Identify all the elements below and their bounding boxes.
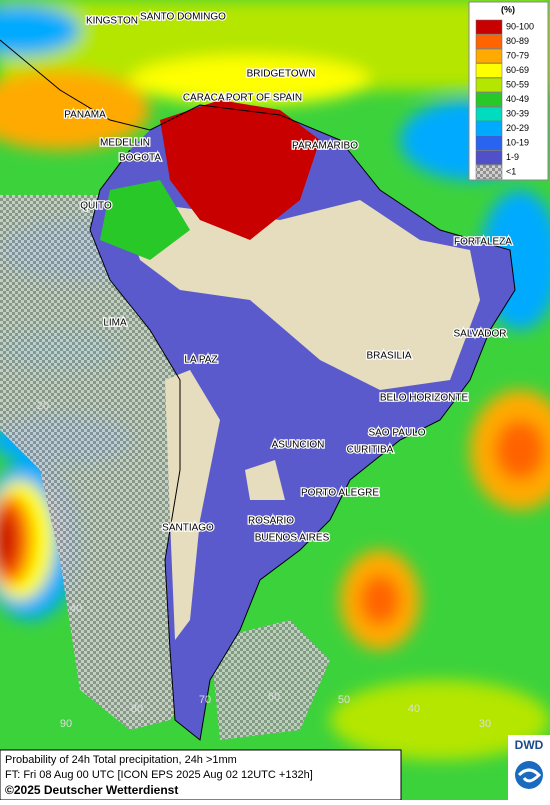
city: MEDELLIN	[100, 138, 150, 149]
city: BOGOTA	[119, 153, 161, 164]
wet-area	[160, 100, 320, 240]
longitude-label: 90	[60, 718, 72, 730]
footer: Probability of 24h Total precipitation, …	[0, 749, 402, 801]
latitude-label: 20	[37, 400, 49, 412]
dry-area	[120, 200, 480, 390]
city: SANTO DOMINGO	[140, 12, 226, 23]
city: PORTO ALEGRE	[301, 488, 379, 499]
city: KINGSTON	[86, 16, 138, 27]
city: CARACAS	[183, 93, 232, 104]
city: BUENOS AIRES	[255, 533, 330, 544]
longitude-label: 30	[479, 718, 491, 730]
legend: (%) 90-100 80-89 70-79 60-69 50-59 40-49 30-39…	[468, 1, 549, 181]
city: BELO HORIZONTE	[380, 393, 469, 404]
legend-swatch	[475, 19, 503, 35]
legend-swatch	[475, 92, 503, 107]
legend-swatch	[475, 48, 503, 64]
legend-label: 1-9	[506, 152, 519, 162]
coastlines	[0, 39, 516, 741]
legend-swatch	[475, 164, 503, 180]
legend-label: 70-79	[506, 50, 529, 60]
legend-title: (%)	[501, 4, 515, 14]
logo-emblem	[515, 761, 543, 789]
legend-swatch	[475, 63, 503, 78]
legend-swatch	[475, 135, 503, 151]
city: LIMA	[103, 318, 127, 329]
legend-label: 30-39	[506, 108, 529, 118]
legend-label: 90-100	[506, 21, 534, 31]
logo-text: DWD	[515, 738, 544, 752]
footer-line: Probability of 24h Total precipitation, …	[5, 754, 237, 766]
city: PORT OF SPAIN	[226, 93, 302, 104]
city: QUITO	[80, 201, 112, 212]
legend-swatch	[475, 106, 503, 122]
legend-label: 80-89	[506, 36, 529, 46]
footer-line: FT: Fri 08 Aug 00 UTC [ICON EPS 2025 Aug…	[5, 769, 313, 781]
city: SAO PAULO	[368, 428, 425, 439]
legend-label: 60-69	[506, 65, 529, 75]
legend-label: 40-49	[506, 94, 529, 104]
legend-swatch	[475, 34, 503, 49]
city: SANTIAGO	[162, 523, 214, 534]
legend-swatch	[475, 121, 503, 136]
legend-label: 50-59	[506, 79, 529, 89]
legend-label: 20-29	[506, 123, 529, 133]
city: PANAMA	[64, 110, 106, 121]
city: LA PAZ	[184, 355, 217, 366]
legend-label: 10-19	[506, 137, 529, 147]
footer-box	[0, 749, 402, 801]
longitude-label: 50	[338, 694, 350, 706]
latitude-label: 40	[70, 603, 82, 615]
city: BRIDGETOWN	[247, 69, 316, 80]
longitude-label: 80	[131, 703, 143, 715]
graticule-labels: 20 40 90 80 70 60 50 40 30	[37, 400, 491, 730]
city: FORTALEZA	[454, 237, 512, 248]
legend-label: <1	[506, 166, 516, 176]
city-labels: KINGSTON SANTO DOMINGO BRIDGETOWN CARACA…	[63, 10, 514, 545]
city: BRASILIA	[366, 351, 411, 362]
city: PARAMARIBO	[292, 141, 358, 152]
city: ROSARIO	[248, 516, 294, 527]
legend-swatch	[475, 150, 503, 165]
city: ASUNCION	[272, 440, 325, 451]
longitude-label: 40	[408, 703, 420, 715]
legend-swatch	[475, 77, 503, 93]
longitude-label: 70	[199, 694, 211, 706]
logo: DWD	[508, 735, 550, 800]
longitude-label: 60	[268, 691, 280, 703]
copyright: ©2025 Deutscher Wetterdienst	[5, 783, 178, 797]
city: SALVADOR	[454, 329, 507, 340]
city: CURITIBA	[347, 445, 394, 456]
